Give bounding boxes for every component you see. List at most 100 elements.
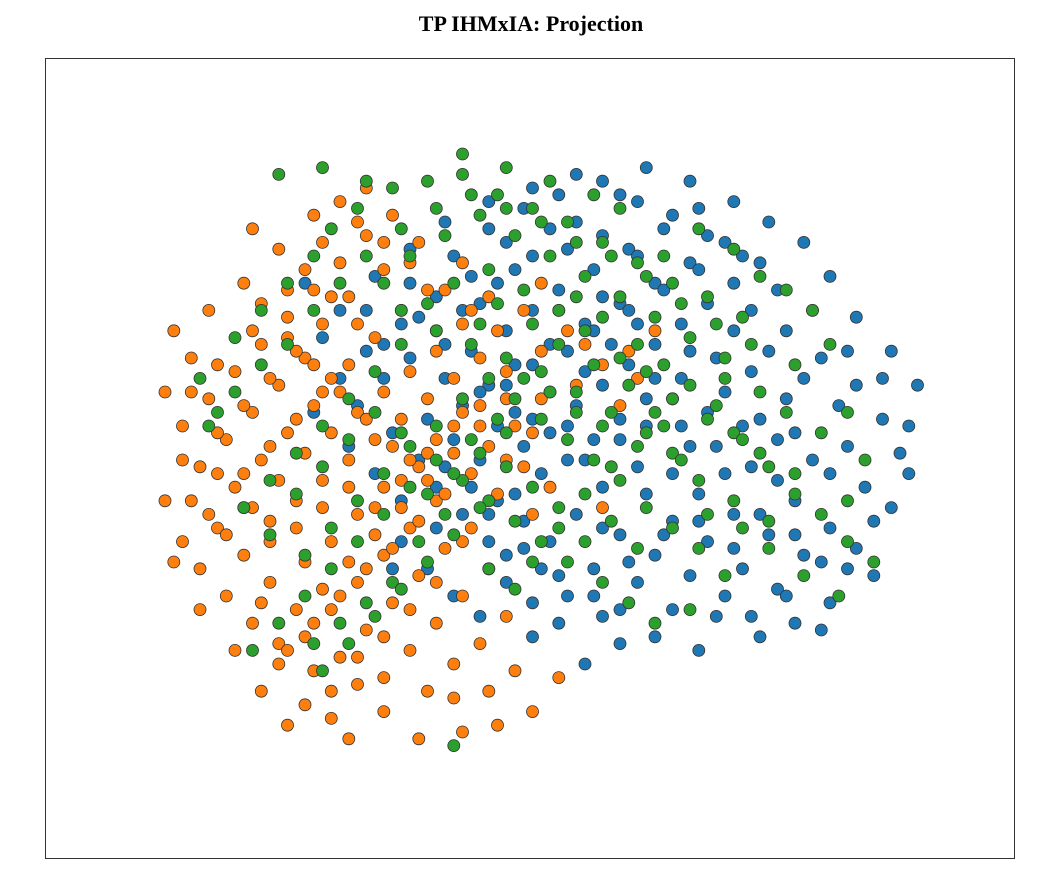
scatter-point[interactable]	[762, 542, 776, 555]
scatter-point[interactable]	[351, 678, 364, 691]
scatter-point[interactable]	[298, 630, 312, 644]
scatter-point[interactable]	[438, 229, 452, 243]
scatter-point[interactable]	[176, 419, 189, 433]
scatter-point[interactable]	[534, 365, 548, 379]
scatter-point[interactable]	[718, 467, 732, 481]
scatter-point[interactable]	[167, 324, 181, 338]
scatter-point[interactable]	[342, 290, 356, 304]
scatter-point[interactable]	[333, 276, 347, 290]
scatter-point[interactable]	[237, 501, 251, 515]
scatter-point[interactable]	[596, 174, 609, 188]
scatter-point[interactable]	[727, 426, 741, 440]
scatter-point[interactable]	[814, 426, 828, 440]
scatter-point[interactable]	[517, 371, 531, 385]
scatter-point[interactable]	[456, 147, 469, 161]
scatter-point[interactable]	[718, 235, 732, 249]
scatter-point[interactable]	[718, 351, 732, 365]
scatter-point[interactable]	[666, 467, 679, 481]
scatter-point[interactable]	[272, 242, 286, 256]
scatter-point[interactable]	[867, 514, 881, 528]
scatter-point[interactable]	[622, 555, 636, 569]
scatter-point[interactable]	[438, 215, 452, 229]
scatter-point[interactable]	[421, 283, 434, 297]
scatter-point[interactable]	[421, 174, 434, 188]
scatter-point[interactable]	[526, 201, 539, 215]
scatter-point[interactable]	[307, 303, 321, 317]
scatter-point[interactable]	[657, 419, 671, 433]
scatter-point[interactable]	[491, 412, 504, 426]
scatter-point[interactable]	[447, 446, 461, 460]
scatter-point[interactable]	[902, 419, 916, 433]
scatter-point[interactable]	[613, 399, 627, 413]
scatter-point[interactable]	[867, 555, 881, 569]
scatter-point[interactable]	[412, 569, 426, 582]
scatter-point[interactable]	[508, 514, 522, 528]
scatter-point[interactable]	[884, 501, 898, 515]
scatter-point[interactable]	[709, 317, 723, 331]
scatter-point[interactable]	[534, 215, 548, 229]
scatter-point[interactable]	[298, 351, 312, 365]
scatter-point[interactable]	[272, 637, 286, 650]
scatter-point[interactable]	[552, 616, 566, 630]
scatter-point[interactable]	[578, 487, 592, 501]
scatter-point[interactable]	[499, 201, 513, 215]
scatter-point[interactable]	[447, 739, 461, 752]
scatter-point[interactable]	[324, 603, 338, 616]
scatter-point[interactable]	[736, 562, 749, 576]
scatter-point[interactable]	[709, 610, 723, 623]
scatter-point[interactable]	[359, 344, 373, 358]
scatter-point[interactable]	[561, 555, 574, 569]
scatter-point[interactable]	[429, 419, 443, 433]
scatter-point[interactable]	[604, 337, 618, 351]
scatter-point[interactable]	[779, 324, 793, 338]
scatter-point[interactable]	[316, 460, 329, 474]
scatter-point[interactable]	[456, 167, 469, 181]
scatter-point[interactable]	[499, 161, 513, 175]
scatter-point[interactable]	[552, 521, 566, 535]
scatter-point[interactable]	[211, 467, 224, 481]
scatter-point[interactable]	[429, 576, 443, 589]
scatter-point[interactable]	[412, 732, 426, 746]
scatter-point[interactable]	[788, 467, 802, 481]
scatter-point[interactable]	[753, 269, 767, 283]
scatter-point[interactable]	[587, 188, 601, 202]
scatter-point[interactable]	[648, 324, 662, 338]
scatter-point[interactable]	[823, 269, 837, 283]
scatter-point[interactable]	[377, 671, 391, 684]
scatter-point[interactable]	[631, 371, 644, 385]
scatter-point[interactable]	[674, 419, 688, 433]
scatter-point[interactable]	[394, 473, 408, 487]
scatter-point[interactable]	[561, 419, 574, 433]
scatter-point[interactable]	[491, 718, 504, 732]
scatter-point[interactable]	[692, 487, 706, 501]
scatter-point[interactable]	[797, 235, 811, 249]
scatter-point[interactable]	[456, 256, 469, 270]
scatter-point[interactable]	[552, 569, 566, 582]
scatter-point[interactable]	[202, 392, 216, 406]
scatter-point[interactable]	[263, 371, 277, 385]
scatter-point[interactable]	[534, 392, 548, 406]
scatter-point[interactable]	[526, 630, 539, 644]
scatter-point[interactable]	[324, 426, 338, 440]
scatter-point[interactable]	[272, 616, 286, 630]
scatter-point[interactable]	[788, 426, 802, 440]
scatter-point[interactable]	[377, 235, 391, 249]
scatter-point[interactable]	[473, 610, 487, 623]
scatter-point[interactable]	[814, 351, 828, 365]
scatter-point[interactable]	[324, 535, 338, 548]
scatter-point[interactable]	[342, 453, 356, 467]
scatter-point[interactable]	[307, 637, 321, 650]
scatter-point[interactable]	[473, 208, 487, 222]
scatter-point[interactable]	[526, 426, 539, 440]
scatter-point[interactable]	[578, 535, 592, 548]
scatter-point[interactable]	[639, 161, 653, 175]
scatter-point[interactable]	[464, 467, 478, 481]
scatter-point[interactable]	[753, 508, 767, 521]
scatter-point[interactable]	[263, 439, 277, 453]
scatter-point[interactable]	[386, 596, 399, 610]
scatter-point[interactable]	[281, 426, 294, 440]
scatter-point[interactable]	[552, 337, 566, 351]
scatter-point[interactable]	[377, 467, 391, 481]
scatter-point[interactable]	[753, 630, 767, 644]
scatter-point[interactable]	[622, 303, 636, 317]
